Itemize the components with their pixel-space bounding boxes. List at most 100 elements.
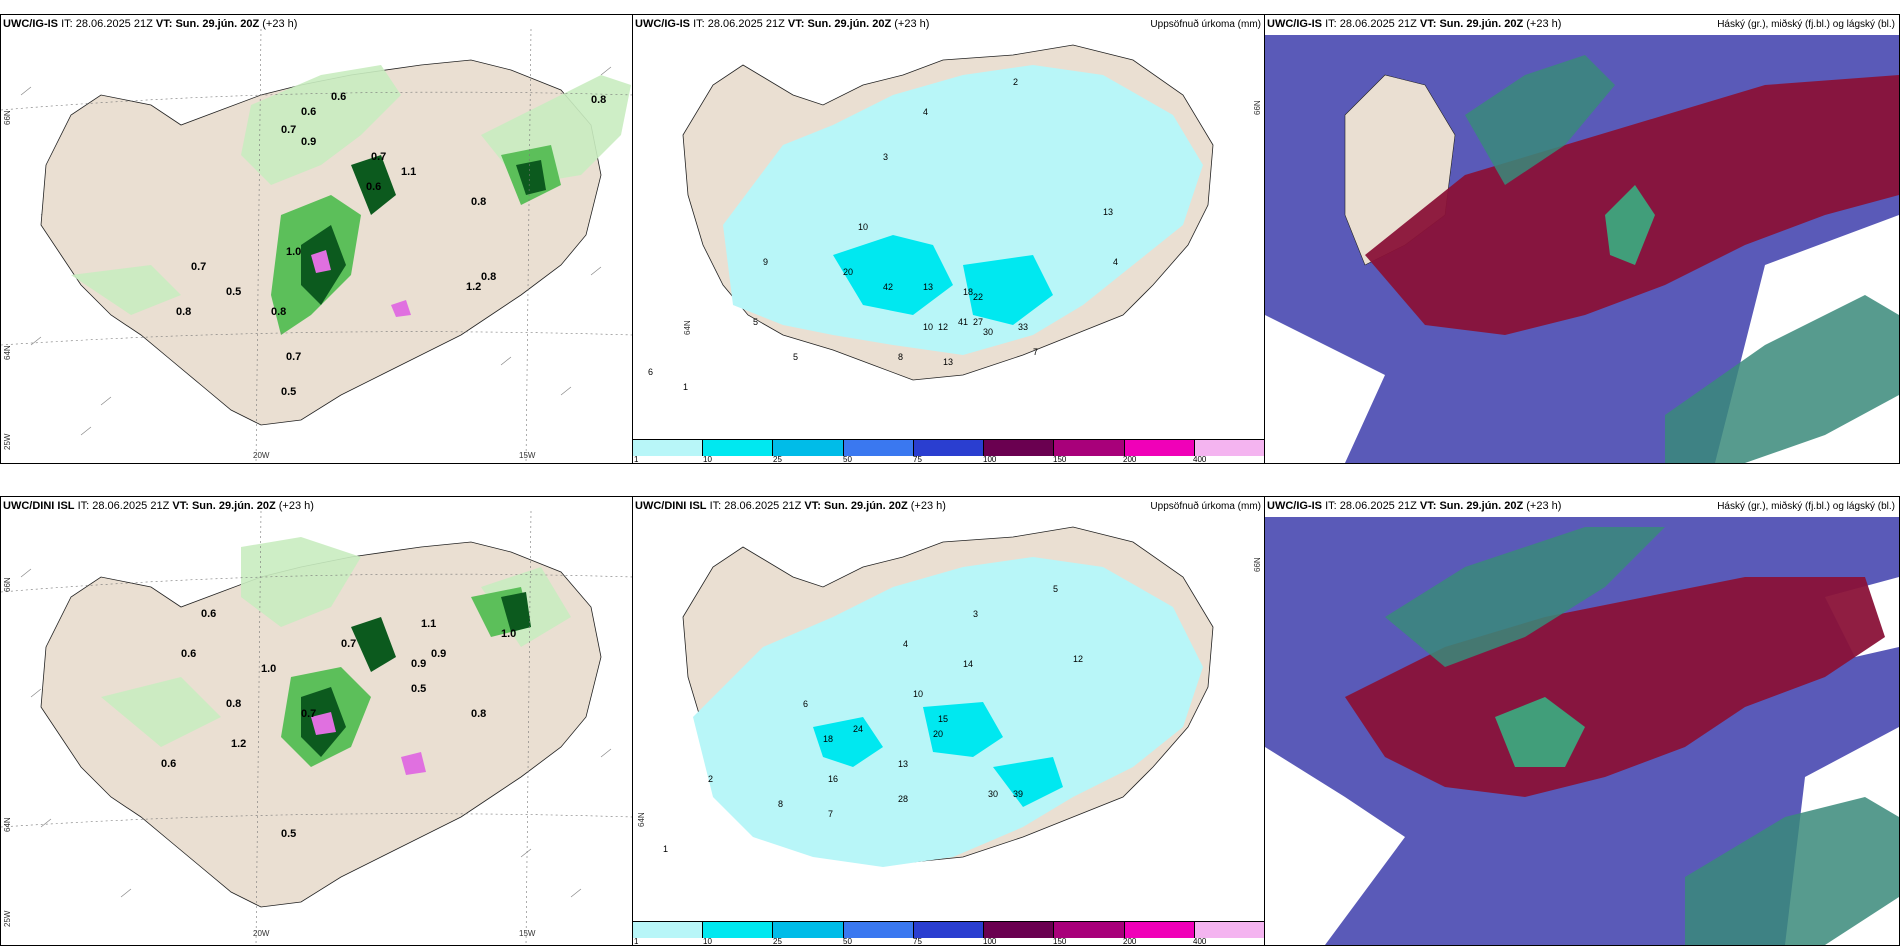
legend-colorbar bbox=[633, 921, 1265, 938]
map-top-right bbox=[1265, 35, 1899, 463]
panel-title-right: Uppsöfnuð úrkoma (mm) bbox=[1150, 19, 1261, 30]
panel-header: UWC/IG-IS IT: 28.06.2025 21Z VT: Sun. 29… bbox=[1267, 500, 1562, 512]
value-label: 0.7 bbox=[191, 261, 206, 273]
value-label: 0.7 bbox=[371, 151, 386, 163]
value-label: 18 bbox=[963, 287, 973, 297]
map-bottom-left: 0.6 1.0 0.7 0.9 1.1 0.8 0.6 0.5 0.7 1.0 … bbox=[1, 510, 633, 945]
value-label: 0.8 bbox=[471, 196, 486, 208]
value-label: 0.5 bbox=[411, 683, 426, 695]
value-label: 0.9 bbox=[431, 648, 446, 660]
value-label: 0.7 bbox=[286, 351, 301, 363]
value-label: 0.8 bbox=[176, 306, 191, 318]
lat-label: 66N bbox=[3, 110, 12, 125]
lat-label: 25W bbox=[3, 433, 12, 450]
value-label: 0.8 bbox=[481, 271, 496, 283]
panel-title-right: Uppsöfnuð úrkoma (mm) bbox=[1150, 501, 1261, 512]
maroon-cloud bbox=[1345, 577, 1885, 797]
lon-label: 15W bbox=[519, 451, 536, 460]
value-label: 1.1 bbox=[421, 618, 436, 630]
cyan-field bbox=[813, 702, 1063, 807]
value-label: 10 bbox=[913, 689, 923, 699]
value-label: 8 bbox=[778, 799, 783, 809]
value-label: 39 bbox=[1013, 789, 1023, 799]
map-top-left: 0.6 0.7 0.6 0.9 1.1 0.8 0.7 0.6 0.8 1.0 … bbox=[1, 28, 633, 463]
lat-label: 66N bbox=[1253, 100, 1262, 115]
lat-label: 25W bbox=[3, 910, 12, 927]
value-label: 1.0 bbox=[261, 663, 276, 675]
panel-header: UWC/IG-IS IT: 28.06.2025 21Z VT: Sun. 29… bbox=[1267, 18, 1562, 30]
value-label: 0.9 bbox=[301, 136, 316, 148]
value-label: 33 bbox=[1018, 322, 1028, 332]
teal-cloud bbox=[1465, 55, 1899, 463]
value-label: 42 bbox=[883, 282, 893, 292]
panel-top-right: UWC/IG-IS IT: 28.06.2025 21Z VT: Sun. 29… bbox=[1264, 14, 1900, 464]
value-label: 12 bbox=[938, 322, 948, 332]
value-label: 0.7 bbox=[281, 124, 296, 136]
lat-label: 66N bbox=[3, 577, 12, 592]
value-label: 20 bbox=[933, 729, 943, 739]
precip-values: 0.6 1.0 0.7 0.9 1.1 0.8 0.6 0.5 0.7 1.0 … bbox=[161, 608, 516, 840]
lat-label: 64N bbox=[637, 812, 646, 827]
precip-legend: 1 10 25 50 75 100 150 200 400 bbox=[633, 921, 1265, 945]
lat-label: 64N bbox=[3, 345, 12, 360]
value-label: 20 bbox=[843, 267, 853, 277]
lat-label: 64N bbox=[683, 320, 692, 335]
value-label: 1.2 bbox=[466, 281, 481, 293]
value-label: 2 bbox=[1013, 77, 1018, 87]
value-label: 30 bbox=[988, 789, 998, 799]
value-label: 0.7 bbox=[301, 708, 316, 720]
legend-ticks: 1 10 25 50 75 100 150 200 400 bbox=[634, 455, 1207, 464]
panel-header: UWC/DINI ISL IT: 28.06.2025 21Z VT: Sun.… bbox=[3, 500, 314, 512]
teal-cloud bbox=[1385, 527, 1899, 945]
lat-label: 64N bbox=[3, 817, 12, 832]
value-label: 0.6 bbox=[331, 91, 346, 103]
value-label: 0.6 bbox=[161, 758, 176, 770]
value-label: 0.8 bbox=[271, 306, 286, 318]
value-label: 13 bbox=[1103, 207, 1113, 217]
value-label: 0.8 bbox=[226, 698, 241, 710]
value-label: 0.6 bbox=[181, 648, 196, 660]
green-cloud bbox=[1495, 697, 1585, 767]
value-label: 9 bbox=[763, 257, 768, 267]
lon-label: 20W bbox=[253, 451, 270, 460]
value-label: 0.9 bbox=[411, 658, 426, 670]
cyan-field bbox=[833, 235, 1053, 325]
precip-values: 0.6 0.7 0.6 0.9 1.1 0.8 0.7 0.6 0.8 1.0 … bbox=[176, 91, 606, 398]
panel-header: UWC/DINI ISL IT: 28.06.2025 21Z VT: Sun.… bbox=[635, 500, 946, 512]
map-bottom-right bbox=[1265, 517, 1899, 945]
graticule bbox=[1, 510, 633, 945]
value-label: 1 bbox=[683, 382, 688, 392]
panel-header: UWC/IG-IS IT: 28.06.2025 21Z VT: Sun. 29… bbox=[3, 18, 298, 30]
value-label: 24 bbox=[853, 724, 863, 734]
graticule bbox=[1, 28, 633, 463]
dark-green-field bbox=[301, 155, 546, 305]
value-label: 5 bbox=[753, 317, 758, 327]
value-label: 10 bbox=[858, 222, 868, 232]
value-label: 7 bbox=[1033, 347, 1038, 357]
value-label: 1.1 bbox=[401, 166, 416, 178]
value-label: 30 bbox=[983, 327, 993, 337]
value-label: 0.5 bbox=[226, 286, 241, 298]
panel-top-left: 0.6 0.7 0.6 0.9 1.1 0.8 0.7 0.6 0.8 1.0 … bbox=[0, 14, 634, 464]
panel-header: UWC/IG-IS IT: 28.06.2025 21Z VT: Sun. 29… bbox=[635, 18, 930, 30]
value-label: 7 bbox=[828, 809, 833, 819]
value-label: 4 bbox=[903, 639, 908, 649]
value-label: 6 bbox=[648, 367, 653, 377]
value-label: 14 bbox=[963, 659, 973, 669]
panel-top-middle: 3 4 2 10 13 20 42 13 18 22 30 41 27 33 9… bbox=[632, 14, 1266, 464]
value-label: 2 bbox=[708, 774, 713, 784]
value-label: 16 bbox=[828, 774, 838, 784]
magenta-field bbox=[311, 712, 426, 775]
value-label: 6 bbox=[803, 699, 808, 709]
map-bottom-middle: 4 3 5 10 18 28 15 12 13 30 39 14 16 7 6 … bbox=[663, 526, 1214, 867]
value-label: 0.6 bbox=[301, 106, 316, 118]
value-label: 13 bbox=[923, 282, 933, 292]
value-label: 0.6 bbox=[201, 608, 216, 620]
value-label: 4 bbox=[1113, 257, 1118, 267]
lon-label: 20W bbox=[253, 929, 270, 938]
value-label: 0.5 bbox=[281, 828, 296, 840]
value-label: 12 bbox=[1073, 654, 1083, 664]
precip-values: 3 4 2 10 13 20 42 13 18 22 30 41 27 33 9… bbox=[648, 77, 1118, 392]
dark-green-field bbox=[301, 592, 531, 757]
value-label: 22 bbox=[973, 292, 983, 302]
